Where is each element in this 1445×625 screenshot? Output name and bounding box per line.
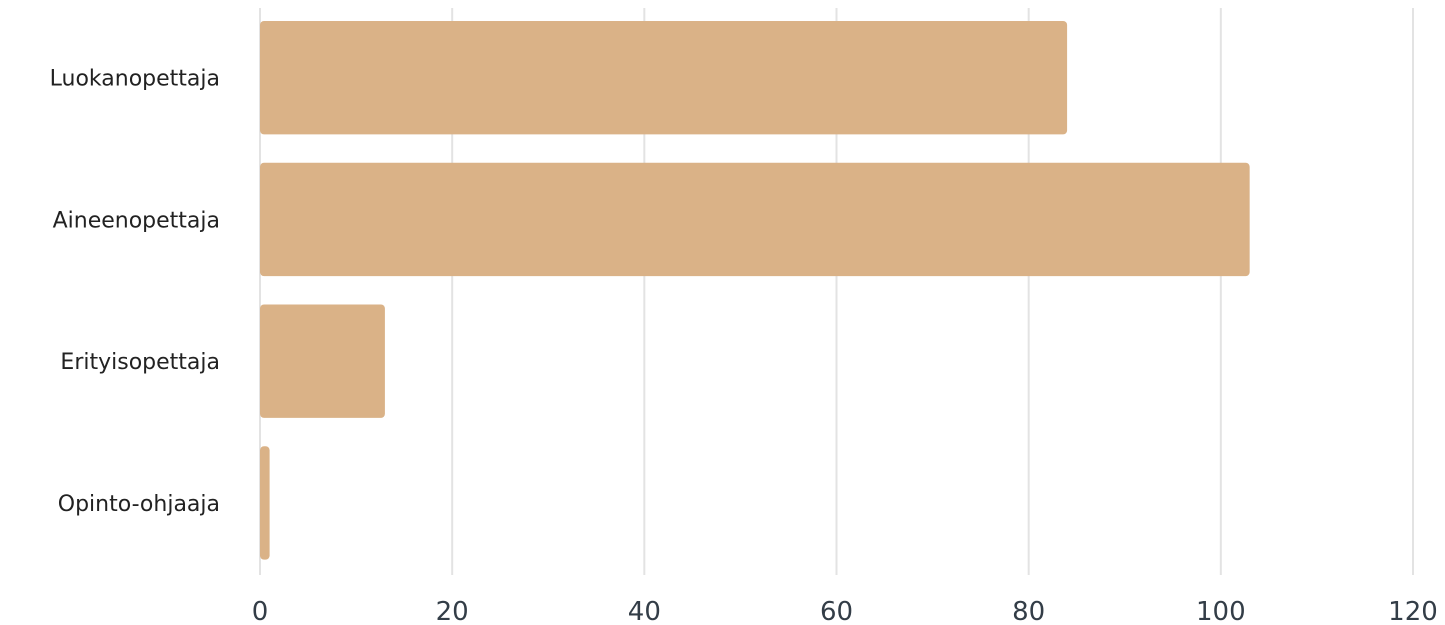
x-axis-tick-labels: 0 20 40 60 80 100 120 [252, 597, 1438, 625]
x-tick-label: 0 [252, 597, 269, 625]
bar-luokanopettaja[interactable] [260, 21, 1068, 135]
x-tick-label: 20 [436, 597, 469, 625]
category-label: Opinto-ohjaaja [58, 492, 220, 517]
x-tick-label: 80 [1012, 597, 1045, 625]
category-labels: Luokanopettaja Aineenopettaja Erityisopett… [50, 67, 220, 517]
bar-opinto-ohjaaja[interactable] [260, 446, 270, 560]
x-tick-label: 100 [1196, 597, 1246, 625]
x-tick-label: 60 [820, 597, 853, 625]
category-label: Aineenopettaja [53, 208, 220, 233]
x-tick-label: 120 [1388, 597, 1438, 625]
bar-aineenopettaja[interactable] [260, 162, 1250, 277]
category-label: Erityisopettaja [60, 350, 220, 375]
bars [260, 21, 1250, 560]
category-label: Luokanopettaja [50, 67, 220, 92]
bar-erityisopettaja[interactable] [260, 304, 385, 418]
x-tick-label: 40 [628, 597, 661, 625]
